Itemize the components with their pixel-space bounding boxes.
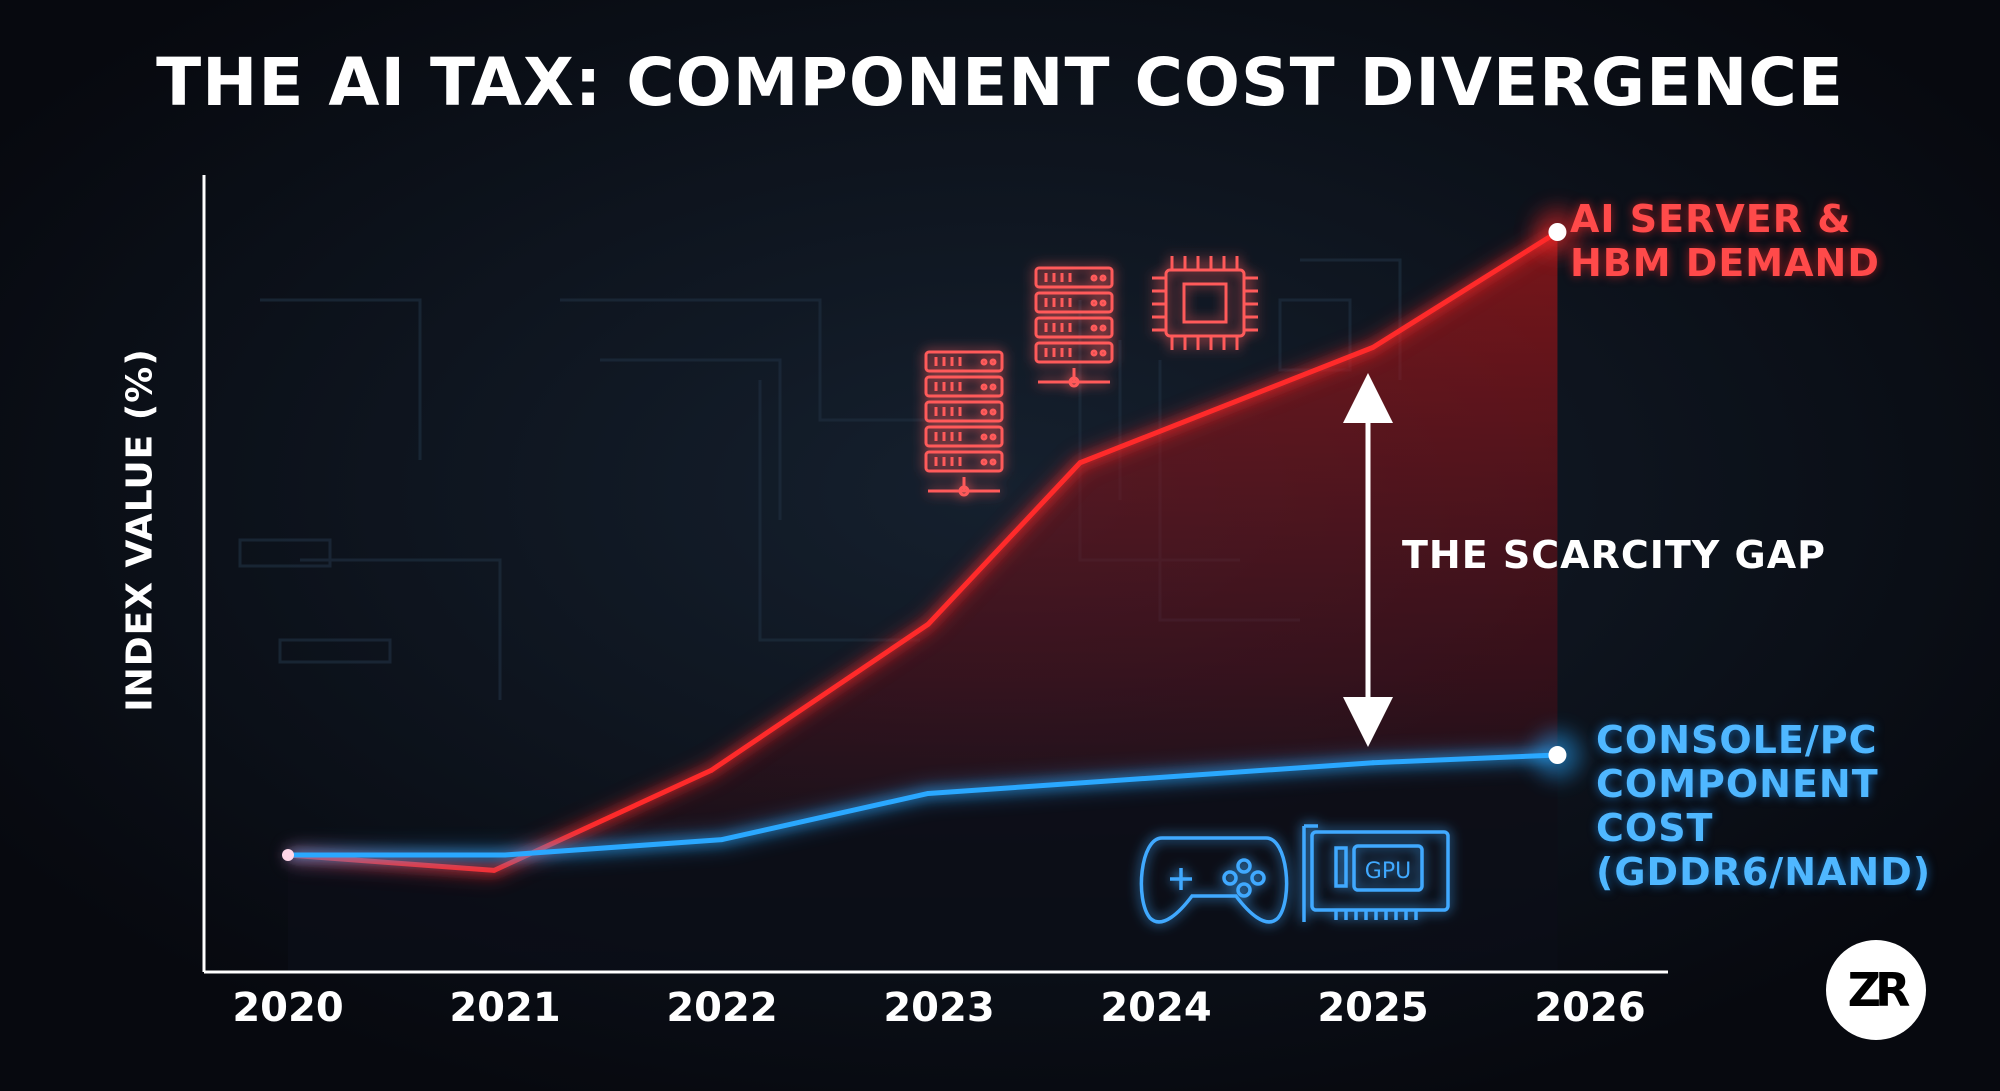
ai-point-4 bbox=[1077, 460, 1083, 466]
console-point-4 bbox=[1370, 760, 1376, 766]
gpu-icon-text: GPU bbox=[1365, 859, 1411, 884]
console-series-line bbox=[288, 752, 1558, 858]
x-tick-2022: 2022 bbox=[666, 985, 778, 1031]
x-tick-2025: 2025 bbox=[1317, 985, 1429, 1031]
x-tick-2021: 2021 bbox=[449, 985, 561, 1031]
legend-console-line-2: COMPONENT COST bbox=[1596, 762, 1879, 850]
x-tick-2020: 2020 bbox=[232, 985, 344, 1031]
scarcity-gap-label: THE SCARCITY GAP bbox=[1402, 533, 1826, 577]
console-end-point bbox=[1548, 746, 1567, 765]
x-tick-2024: 2024 bbox=[1100, 985, 1212, 1031]
x-tick-2026: 2026 bbox=[1534, 985, 1646, 1031]
y-axis-label: INDEX VALUE (%) bbox=[119, 348, 161, 712]
legend-console-line-1: CONSOLE/PC bbox=[1596, 718, 1878, 762]
cpu-chip-icon bbox=[1152, 256, 1258, 350]
chart-title: THE AI TAX: COMPONENT COST DIVERGENCE bbox=[156, 44, 1844, 121]
circuit-background bbox=[238, 258, 1402, 700]
ai-point-1 bbox=[491, 867, 497, 873]
brand-logo: ZR bbox=[1826, 940, 1926, 1040]
legend-console-pc: CONSOLE/PC COMPONENT COST (GDDR6/NAND) bbox=[1596, 718, 1976, 894]
legend-ai-line-2: HBM DEMAND bbox=[1570, 241, 1880, 285]
console-point-1 bbox=[502, 852, 508, 858]
legend-ai-server-hbm: AI SERVER & HBM DEMAND bbox=[1570, 197, 1950, 285]
console-point-3 bbox=[925, 790, 931, 796]
ai-point-5 bbox=[1370, 344, 1376, 350]
server-rack-icon bbox=[1034, 266, 1114, 388]
gamepad-icon bbox=[1139, 836, 1289, 924]
ai-point-3 bbox=[925, 621, 931, 627]
console-point-2 bbox=[719, 837, 725, 843]
server-rack-icon bbox=[924, 350, 1004, 497]
ai-point-2 bbox=[708, 767, 714, 773]
gpu-card-icon: GPU bbox=[1302, 824, 1450, 922]
legend-ai-line-1: AI SERVER & bbox=[1570, 197, 1852, 241]
start-point bbox=[282, 849, 294, 861]
legend-console-line-3: (GDDR6/NAND) bbox=[1596, 850, 1932, 894]
x-tick-2023: 2023 bbox=[883, 985, 995, 1031]
ai-end-point bbox=[1548, 223, 1567, 241]
console-area-mask bbox=[288, 755, 1558, 972]
